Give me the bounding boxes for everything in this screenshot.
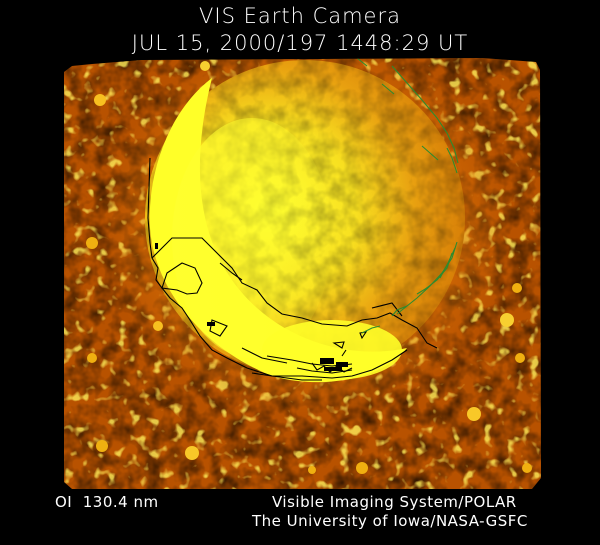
auroral-image (62, 58, 542, 490)
dayside-coastline (147, 157, 438, 381)
nightside-coastline (356, 58, 459, 334)
wavelength-label: OI 130.4 nm (55, 493, 159, 511)
image-timestamp: JUL 15, 2000/197 1448:29 UT (131, 31, 469, 55)
instrument-credit: Visible Imaging System/POLAR (272, 493, 517, 511)
coastline-detail (155, 243, 348, 371)
image-title: VIS Earth Camera (199, 4, 401, 28)
institution-credit: The University of Iowa/NASA-GSFC (252, 512, 528, 530)
